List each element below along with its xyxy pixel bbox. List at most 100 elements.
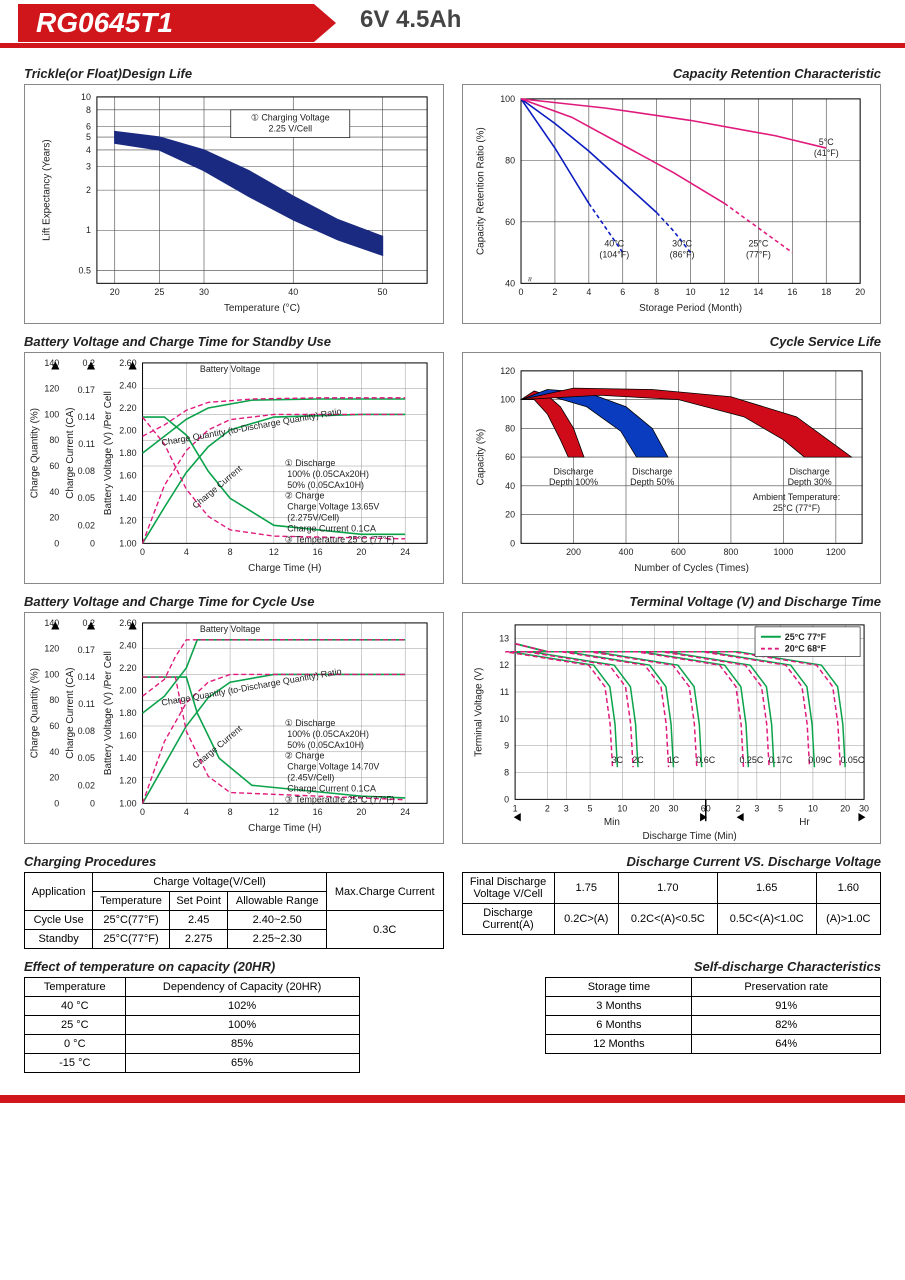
capret-chart: 02468101214161820406080100≈40°C(104°F)30… <box>462 84 882 324</box>
svg-text:60: 60 <box>49 461 59 471</box>
svg-text:8: 8 <box>228 807 233 817</box>
svg-text:25°C 77°F: 25°C 77°F <box>784 632 826 642</box>
svg-text:20: 20 <box>840 803 850 813</box>
svg-text:1.60: 1.60 <box>119 731 136 741</box>
svg-text:12: 12 <box>269 547 279 557</box>
svg-text:3: 3 <box>86 162 91 172</box>
svg-text:0.5: 0.5 <box>79 265 91 275</box>
svg-text:0.08: 0.08 <box>78 466 95 476</box>
svg-text:9: 9 <box>504 741 509 751</box>
svg-text:40°C(104°F): 40°C(104°F) <box>599 238 629 259</box>
standby-chart: 0481216202402040608010012014000.020.050.… <box>24 352 444 584</box>
svg-text:12: 12 <box>499 660 509 670</box>
svg-text:Charge Current: Charge Current <box>190 463 244 510</box>
svg-text:1.40: 1.40 <box>119 753 136 763</box>
svg-text:25: 25 <box>154 287 164 297</box>
svg-text:0.17C: 0.17C <box>768 755 792 765</box>
svg-text:Discharge Time (Min): Discharge Time (Min) <box>642 831 736 842</box>
svg-text:① Discharge 100% (0.05CAx2: ① Discharge 100% (0.05CAx20H) 50% (0.05C… <box>285 718 395 804</box>
svg-text:5: 5 <box>778 803 783 813</box>
svg-text:0.05: 0.05 <box>78 493 95 503</box>
svg-text:Charge Quantity (to-Discharge: Charge Quantity (to-Discharge Quantity) … <box>161 666 343 708</box>
datasheet-page: RG0645T1 6V 4.5Ah Trickle(or Float)Desig… <box>0 0 905 1103</box>
svg-text:20: 20 <box>649 803 659 813</box>
svg-text:2.00: 2.00 <box>119 426 136 436</box>
svg-text:2.40: 2.40 <box>119 640 136 650</box>
svg-text:0.08: 0.08 <box>78 726 95 736</box>
svg-text:16: 16 <box>787 287 797 297</box>
svg-text:800: 800 <box>723 547 738 557</box>
svg-text:5: 5 <box>86 132 91 142</box>
svg-text:8: 8 <box>86 105 91 115</box>
svg-text:Number of Cycles (Times): Number of Cycles (Times) <box>634 563 749 574</box>
svg-text:20: 20 <box>356 547 366 557</box>
svg-text:Terminal Voltage (V): Terminal Voltage (V) <box>473 668 484 757</box>
svg-text:24: 24 <box>400 547 410 557</box>
svg-text:80: 80 <box>505 155 515 165</box>
svg-text:2: 2 <box>544 803 549 813</box>
svg-text:100: 100 <box>44 669 59 679</box>
terminal-title: Terminal Voltage (V) and Discharge Time <box>462 594 882 609</box>
svg-text:5: 5 <box>587 803 592 813</box>
svg-text:20: 20 <box>505 510 515 520</box>
svg-text:60: 60 <box>505 217 515 227</box>
svg-text:40: 40 <box>505 278 515 288</box>
svg-text:1C: 1C <box>667 755 679 765</box>
svg-text:14: 14 <box>753 287 763 297</box>
capret-title: Capacity Retention Characteristic <box>462 66 882 81</box>
svg-text:DischargeDepth 30%: DischargeDepth 30% <box>787 466 831 487</box>
model-banner: RG0645T1 <box>18 4 314 42</box>
svg-text:80: 80 <box>49 435 59 445</box>
svg-text:3: 3 <box>754 803 759 813</box>
svg-text:1: 1 <box>512 803 517 813</box>
svg-text:3: 3 <box>563 803 568 813</box>
svg-text:18: 18 <box>821 287 831 297</box>
svg-text:0: 0 <box>90 538 95 548</box>
svg-text:0.09C: 0.09C <box>808 755 832 765</box>
svg-text:0.05C: 0.05C <box>840 755 864 765</box>
svg-text:2: 2 <box>552 287 557 297</box>
svg-text:12: 12 <box>269 807 279 817</box>
svg-text:12: 12 <box>719 287 729 297</box>
svg-text:0.17: 0.17 <box>78 385 95 395</box>
svg-text:11: 11 <box>499 687 508 697</box>
svg-text:80: 80 <box>49 695 59 705</box>
svg-text:0.11: 0.11 <box>78 439 95 449</box>
header-rule <box>0 43 905 48</box>
svg-text:Min: Min <box>603 817 619 828</box>
svg-text:Charge Current (CA): Charge Current (CA) <box>65 667 76 758</box>
svg-text:Lift Expectancy (Years): Lift Expectancy (Years) <box>41 139 52 241</box>
tempcap-title: Effect of temperature on capacity (20HR) <box>24 959 444 974</box>
svg-text:0.14: 0.14 <box>78 672 95 682</box>
svg-text:≈: ≈ <box>524 277 534 282</box>
svg-text:1000: 1000 <box>773 547 793 557</box>
svg-text:20: 20 <box>356 807 366 817</box>
discharge-title: Discharge Current VS. Discharge Voltage <box>462 854 882 869</box>
svg-text:120: 120 <box>500 366 515 376</box>
svg-text:DischargeDepth 50%: DischargeDepth 50% <box>630 466 674 487</box>
svg-text:0.11: 0.11 <box>78 699 95 709</box>
svg-text:600: 600 <box>671 547 686 557</box>
trickle-chart: 20253040500.5123456810Temperature (°C)Li… <box>24 84 444 324</box>
svg-text:120: 120 <box>44 384 59 394</box>
svg-text:4: 4 <box>184 807 189 817</box>
svg-text:25°C(77°F): 25°C(77°F) <box>745 238 770 259</box>
charging-title: Charging Procedures <box>24 854 444 869</box>
svg-text:0.02: 0.02 <box>78 520 95 530</box>
svg-text:60: 60 <box>49 721 59 731</box>
svg-text:10: 10 <box>81 92 91 102</box>
svg-text:Hr: Hr <box>799 817 810 828</box>
svg-text:Charge Quantity (to-Discharge: Charge Quantity (to-Discharge Quantity) … <box>161 406 343 448</box>
svg-text:Charge Time (H): Charge Time (H) <box>248 823 321 834</box>
charging-table: ApplicationCharge Voltage(V/Cell)Max.Cha… <box>24 872 444 949</box>
tempcap-table: TemperatureDependency of Capacity (20HR)… <box>24 977 360 1073</box>
svg-text:6: 6 <box>86 121 91 131</box>
svg-text:20: 20 <box>49 513 59 523</box>
svg-text:Charge Current: Charge Current <box>190 723 244 770</box>
svg-text:100: 100 <box>44 409 59 419</box>
svg-text:400: 400 <box>618 547 633 557</box>
svg-text:80: 80 <box>505 423 515 433</box>
svg-text:13: 13 <box>499 633 509 643</box>
svg-text:1.00: 1.00 <box>119 538 136 548</box>
svg-text:0: 0 <box>54 538 59 548</box>
